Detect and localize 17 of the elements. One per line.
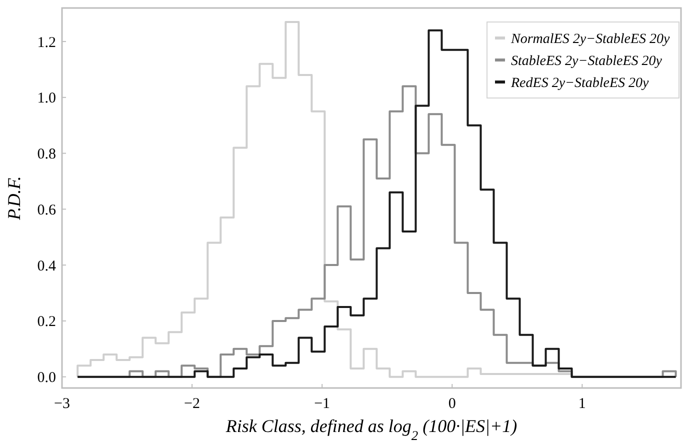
x-tick-label: −3 [54, 396, 70, 412]
x-tick-label: 0 [448, 396, 456, 412]
y-tick-label: 0.6 [37, 202, 56, 218]
x-tick-label: −2 [184, 396, 200, 412]
legend-label: NormalES 2y−StableES 20y [510, 32, 671, 47]
x-tick-label: −1 [314, 396, 330, 412]
y-tick-label: 1.0 [37, 90, 56, 107]
y-tick-label: 1.2 [37, 34, 56, 51]
legend-label: StableES 2y−StableES 20y [511, 54, 663, 69]
legend-label: RedES 2y−StableES 20y [510, 76, 650, 91]
x-tick-label: 1 [578, 396, 586, 412]
y-tick-label: 0.8 [37, 146, 56, 163]
y-tick-label: 0.2 [37, 314, 56, 330]
y-tick-label: 0.0 [37, 370, 56, 386]
y-tick-label: 0.4 [37, 258, 56, 274]
y-axis-title: P.D.F. [4, 176, 24, 221]
x-axis-title: Risk Class, defined as log$_{2}$ (100·|ES|+1) [224, 416, 518, 442]
